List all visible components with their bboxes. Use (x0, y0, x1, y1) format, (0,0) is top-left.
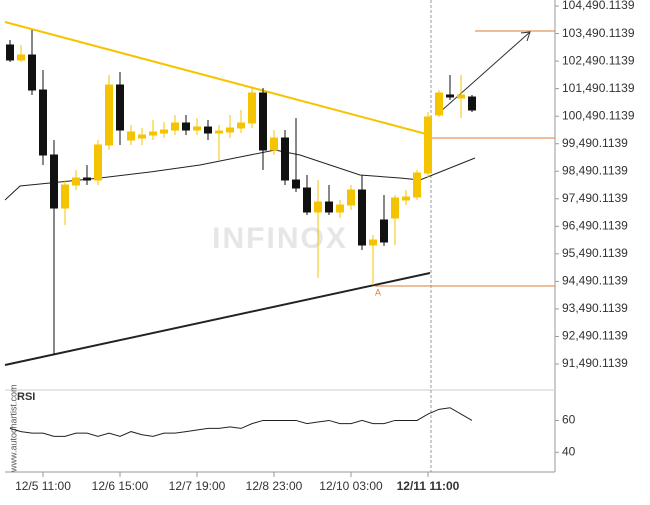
candle-body (281, 137, 289, 181)
candle-body (314, 201, 322, 213)
candle-body (105, 84, 113, 146)
forecast-arrow (439, 31, 531, 113)
candle-body (83, 177, 91, 181)
candle-body (61, 184, 69, 209)
source: www.autochartist.com (8, 384, 18, 473)
y-tick-label: 99,490.1139 (562, 136, 628, 150)
arrow-head (520, 31, 531, 42)
y-tick-label: 92,490.1139 (562, 329, 628, 343)
x-tick-label: 12/10 03:00 (319, 479, 383, 493)
candle-body (380, 219, 388, 243)
candle-body (193, 126, 201, 131)
x-tick-label: 12/6 15:00 (92, 479, 149, 493)
candle-body (226, 127, 234, 133)
rsi-line (9, 407, 473, 437)
candle-body (182, 122, 190, 131)
y-tick-label: 96,490.1139 (562, 218, 628, 232)
candle-body (215, 130, 223, 134)
candle-body (292, 179, 300, 189)
y-tick-label: 98,490.1139 (562, 163, 628, 177)
candle-body (446, 94, 454, 98)
candle-body (248, 92, 256, 124)
candle-body (358, 189, 366, 246)
y-tick-label: 101,490.1139 (562, 81, 635, 95)
x-tick-label: 12/7 19:00 (169, 479, 226, 493)
y-tick-label: 91,490.1139 (562, 356, 628, 370)
y-tick-label: 94,490.1139 (562, 274, 628, 288)
candle-body (237, 122, 245, 129)
y-tick-label: 93,490.1139 (562, 301, 628, 315)
candle-body (116, 84, 124, 131)
candle-body (149, 131, 157, 136)
y-tick-label: 103,490.1139 (562, 26, 635, 40)
candle-body (468, 96, 476, 111)
y-tick-label: 104,490.1139 (562, 0, 635, 12)
watermark: INFINOX (212, 222, 348, 255)
y-tick-label: 102,490.1139 (562, 53, 635, 67)
y-tick-label: 95,490.1139 (562, 246, 628, 260)
y-tick-label: 100,490.1139 (562, 108, 635, 122)
candle-body (171, 122, 179, 131)
candle-body (28, 54, 36, 91)
candle-body (336, 204, 344, 213)
y-tick-label: 97,490.1139 (562, 191, 628, 205)
candle-body (39, 89, 47, 156)
candle-body (94, 144, 102, 181)
candle-body (325, 201, 333, 213)
rsi-tick-label: 40 (562, 444, 576, 458)
candle-body (127, 131, 135, 141)
candle-body (303, 187, 311, 213)
resistance-line (4, 21, 431, 136)
candle-body (457, 94, 465, 99)
candle-body (160, 129, 168, 134)
candle-body (435, 92, 443, 116)
rsi-tick-label: 60 (562, 413, 576, 427)
candle-body (6, 44, 14, 61)
marker-label: A (375, 287, 381, 297)
candle-body (72, 177, 80, 186)
candle-body (138, 134, 146, 139)
candle-body (369, 239, 377, 246)
candle-body (270, 137, 278, 151)
candle-body (413, 172, 421, 198)
x-tick-label: 12/8 23:00 (246, 479, 303, 493)
candle-body (391, 197, 399, 219)
candle-body (17, 54, 25, 61)
rsi-label: RSI (17, 391, 35, 403)
candle-body (347, 189, 355, 206)
candle-body (204, 126, 212, 134)
candle-body (50, 154, 58, 209)
candle-body (402, 196, 410, 201)
support-line (4, 272, 431, 366)
candle-body (259, 92, 267, 151)
candle-body (424, 116, 432, 174)
x-tick-label: 12/5 11:00 (15, 479, 71, 493)
x-tick-label: 12/11 11:00 (397, 479, 460, 493)
